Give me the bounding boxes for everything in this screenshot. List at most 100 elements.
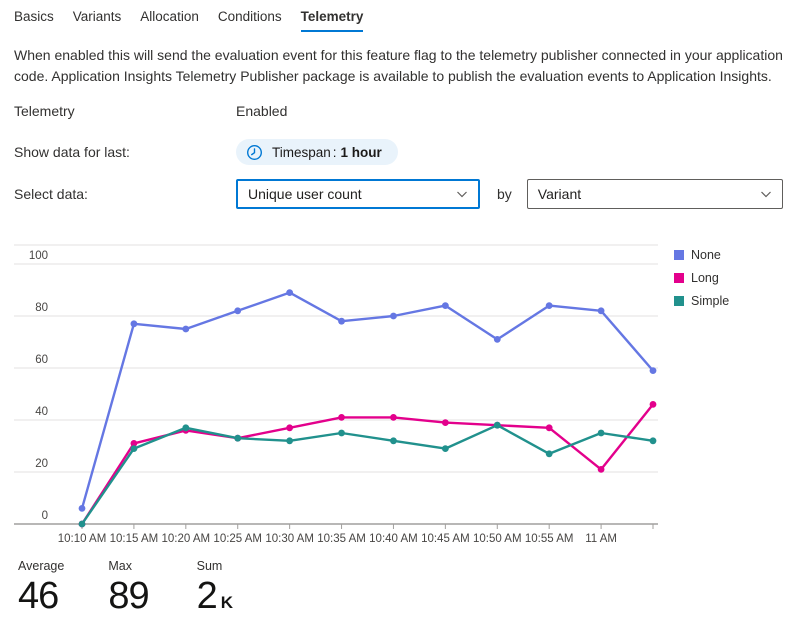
- stat-max-label: Max: [108, 559, 132, 573]
- select-data-label: Select data:: [14, 186, 88, 202]
- x-axis-tick-label: 10:40 AM: [369, 533, 418, 545]
- legend-swatch-none: [674, 250, 684, 260]
- telemetry-description: When enabled this will send the evaluati…: [14, 47, 783, 84]
- group-by-dropdown[interactable]: Variant: [526, 179, 783, 209]
- stat-average: Average 46: [18, 559, 64, 615]
- x-axis-tick-label: 10:15 AM: [110, 533, 159, 545]
- timespan-pill-text: Timespan:1 hour: [272, 144, 382, 160]
- data-point-none[interactable]: [78, 505, 86, 512]
- metric-dropdown-value: Unique user count: [248, 186, 362, 202]
- stat-sum-label: Sum: [196, 559, 223, 573]
- legend-label: Long: [691, 271, 719, 285]
- legend-label: None: [691, 248, 721, 262]
- data-point-none[interactable]: [597, 307, 605, 315]
- data-point-none[interactable]: [493, 336, 501, 343]
- stat-max: Max 89: [108, 559, 152, 615]
- legend-item-long[interactable]: Long: [674, 271, 729, 285]
- data-point-long[interactable]: [597, 466, 605, 473]
- legend-item-none[interactable]: None: [674, 248, 729, 262]
- data-point-none[interactable]: [338, 317, 345, 325]
- tab-variants[interactable]: Variants: [72, 9, 122, 24]
- data-point-long[interactable]: [649, 401, 657, 408]
- metric-dropdown[interactable]: Unique user count: [236, 179, 480, 209]
- legend-swatch-simple: [674, 296, 684, 306]
- telemetry-status-row: Telemetry Enabled: [14, 101, 799, 121]
- data-point-simple[interactable]: [78, 520, 86, 528]
- x-axis-tick-label: 10:10 AM: [58, 533, 107, 545]
- data-point-none[interactable]: [649, 367, 657, 374]
- legend-item-simple[interactable]: Simple: [674, 294, 729, 308]
- tab-conditions[interactable]: Conditions: [217, 9, 282, 24]
- data-point-none[interactable]: [390, 312, 397, 320]
- series-line-long: [80, 403, 655, 526]
- series-line-simple: [80, 423, 655, 526]
- y-axis-tick-label: 80: [35, 302, 48, 314]
- telemetry-chart: 0 20 40 60 80 100 10:10 AM 10:15 AM 10:20 AM 10:2…: [0, 242, 799, 556]
- data-point-simple[interactable]: [390, 437, 397, 445]
- y-axis-tick-label: 60: [35, 354, 48, 366]
- data-point-simple[interactable]: [130, 445, 138, 452]
- stat-max-value: 89: [108, 575, 149, 617]
- data-point-simple[interactable]: [182, 424, 190, 432]
- x-axis-tick-label: 10:30 AM: [265, 533, 314, 545]
- y-axis-tick-label: 100: [29, 250, 48, 262]
- x-axis-tick-label: 10:55 AM: [525, 533, 574, 545]
- timespan-pill-value: 1 hour: [340, 144, 382, 160]
- tab-allocation[interactable]: Allocation: [140, 9, 199, 24]
- data-point-simple[interactable]: [338, 429, 345, 437]
- data-point-simple[interactable]: [597, 429, 605, 437]
- timespan-label: Show data for last:: [14, 144, 130, 160]
- telemetry-chart-svg: 0 20 40 60 80 100 10:10 AM 10:15 AM 10:20 AM 10:2…: [14, 244, 658, 545]
- data-point-long[interactable]: [338, 414, 345, 421]
- data-point-none[interactable]: [441, 302, 449, 309]
- data-point-none[interactable]: [182, 325, 190, 333]
- chevron-down-icon: [760, 191, 771, 198]
- tab-telemetry[interactable]: Telemetry: [300, 9, 364, 32]
- data-point-simple[interactable]: [234, 434, 242, 442]
- data-point-none[interactable]: [234, 307, 242, 315]
- data-point-none[interactable]: [545, 302, 553, 309]
- stat-average-value: 46: [18, 575, 59, 617]
- legend-swatch-long: [674, 273, 684, 283]
- data-point-none[interactable]: [130, 320, 138, 328]
- x-axis-tick-label: 10:35 AM: [317, 533, 366, 545]
- tab-bar: Basics Variants Allocation Conditions Te…: [0, 0, 799, 32]
- telemetry-status-value: Enabled: [236, 103, 288, 119]
- x-axis-tick-label: 11 AM: [585, 533, 617, 545]
- chevron-down-icon: [457, 191, 467, 198]
- x-axis-tick-label: 10:20 AM: [162, 533, 211, 545]
- data-point-simple[interactable]: [286, 437, 294, 445]
- data-point-simple[interactable]: [649, 437, 657, 445]
- data-point-none[interactable]: [286, 289, 294, 296]
- stat-sum-value: 2: [196, 575, 218, 617]
- legend-label: Simple: [691, 294, 730, 308]
- data-point-simple[interactable]: [493, 421, 501, 429]
- stat-sum-unit: K: [220, 593, 234, 612]
- x-axis-tick-label: 10:50 AM: [473, 533, 522, 545]
- data-point-long[interactable]: [545, 424, 553, 432]
- data-point-long[interactable]: [286, 424, 294, 432]
- x-axis-tick-label: 10:45 AM: [421, 533, 470, 545]
- by-label: by: [497, 186, 512, 202]
- stat-average-label: Average: [18, 559, 65, 573]
- timespan-pill[interactable]: Timespan:1 hour: [236, 139, 398, 165]
- data-point-long[interactable]: [390, 414, 397, 421]
- series-line-none: [80, 291, 655, 510]
- clock-icon: [247, 144, 262, 160]
- telemetry-status-label: Telemetry: [14, 103, 75, 119]
- y-axis-tick-label: 20: [35, 458, 48, 470]
- x-axis-tick-label: 10:25 AM: [213, 533, 262, 545]
- group-by-dropdown-value: Variant: [537, 186, 582, 202]
- select-data-row: Select data: Unique user count by Varian…: [14, 179, 799, 209]
- timespan-row: Show data for last: Timespan:1 hour: [14, 139, 799, 165]
- data-point-simple[interactable]: [441, 445, 449, 452]
- data-point-long[interactable]: [130, 440, 138, 447]
- y-axis-tick-label: 40: [35, 406, 48, 418]
- chart-legend: None Long Simple: [674, 248, 729, 308]
- data-point-simple[interactable]: [545, 450, 553, 458]
- tab-basics[interactable]: Basics: [14, 9, 54, 24]
- data-point-long[interactable]: [441, 419, 449, 426]
- y-axis-tick-label: 0: [42, 510, 48, 522]
